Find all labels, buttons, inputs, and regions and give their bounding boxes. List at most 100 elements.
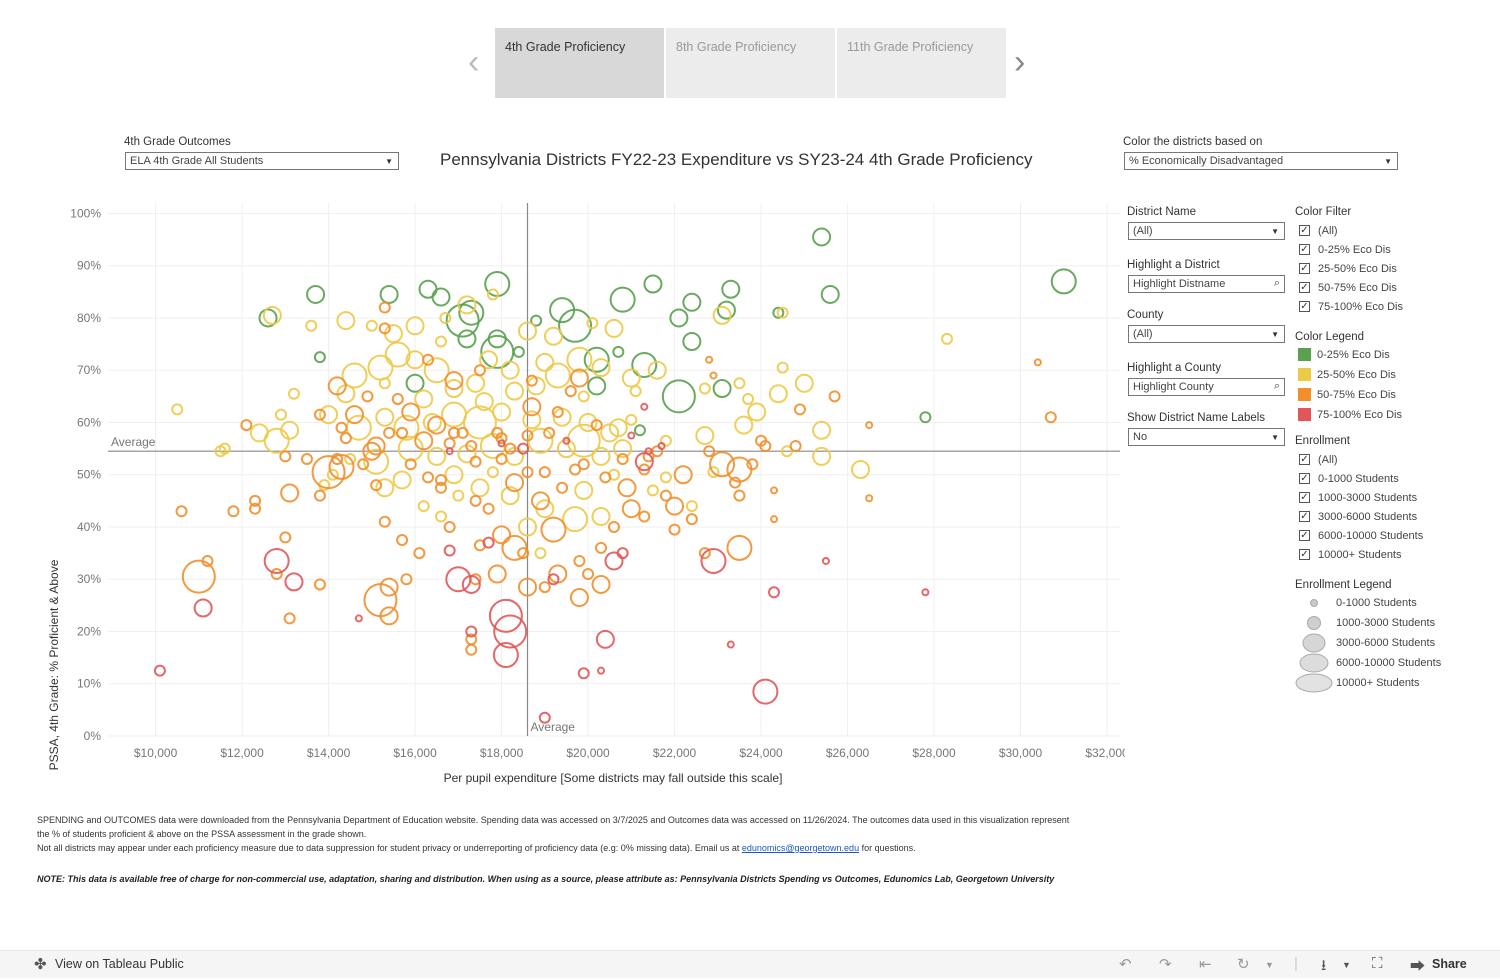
download-icon[interactable]: ⭳ [1321,957,1327,974]
scatter-point[interactable] [396,534,409,547]
scatter-point[interactable] [770,486,779,495]
scatter-point[interactable] [597,666,606,675]
scatter-point[interactable] [400,573,413,586]
scatter-point[interactable] [240,419,253,432]
scatter-point[interactable] [549,297,576,324]
scatter-point[interactable] [673,465,693,485]
scatter-point[interactable] [768,586,781,599]
scatter-point[interactable] [591,507,611,527]
scatter-point[interactable] [500,486,520,506]
scatter-point[interactable] [391,392,404,405]
scatter-point[interactable] [474,392,494,412]
scatter-point[interactable] [705,355,714,364]
scatter-point[interactable] [366,436,386,456]
enrollment-filter-item[interactable]: ✓ 10000+ Students [1299,548,1402,562]
scatter-point[interactable] [851,460,871,479]
scatter-point[interactable] [595,541,608,554]
scatter-point[interactable] [583,346,610,373]
scatter-point[interactable] [512,345,525,358]
scatter-point[interactable] [422,412,442,432]
scatter-point[interactable] [171,403,184,416]
scatter-point[interactable] [465,633,478,646]
scatter-point[interactable] [445,303,480,338]
scatter-point[interactable] [479,350,499,370]
scatter-point[interactable] [375,407,395,427]
scatter-point[interactable] [608,418,628,438]
scatter-point[interactable] [668,523,681,536]
scatter-point[interactable] [444,379,464,399]
scatter-point[interactable] [417,500,430,513]
scatter-point[interactable] [497,439,506,448]
scatter-point[interactable] [643,274,663,294]
scatter-point[interactable] [608,520,620,533]
scatter-point[interactable] [595,629,615,649]
scatter-point[interactable] [812,446,832,466]
scatter-point[interactable] [414,389,434,409]
scatter-point[interactable] [544,362,571,389]
scatter-point[interactable] [193,598,213,618]
scatter-point[interactable] [345,405,365,425]
scatter-point[interactable] [153,664,166,677]
scatter-point[interactable] [733,489,746,502]
scatter-point[interactable] [227,505,240,518]
scatter-point[interactable] [466,373,486,393]
scatter-point[interactable] [279,450,292,463]
scatter-point[interactable] [461,574,481,594]
scatter-chart[interactable]: Average Average 0% 10% 20% 30% 40% 50% 60% 70% 80… [0,195,1125,795]
scatter-point[interactable] [921,588,930,597]
scatter-point[interactable] [661,379,696,414]
scatter-point[interactable] [283,612,296,625]
scatter-point[interactable] [378,515,391,528]
enrollment-filter-item[interactable]: ✓ 0-1000 Students [1299,472,1399,486]
scatter-point[interactable] [505,381,525,401]
scatter-point[interactable] [465,439,478,452]
color-legend-item[interactable]: 25-50% Eco Dis [1298,367,1396,382]
enrollment-filter-item[interactable]: ✓ 6000-10000 Students [1299,529,1423,543]
scatter-point[interactable] [379,577,399,597]
scatter-point[interactable] [313,578,326,591]
scatter-point[interactable] [685,500,698,513]
scatter-point[interactable] [625,413,638,426]
chevron-left-icon[interactable]: ‹ [468,43,480,81]
tab-4th-grade[interactable]: 4th Grade Proficiency [495,28,664,98]
scatter-point[interactable] [587,376,607,396]
scatter-point[interactable] [551,406,564,419]
scatter-point[interactable] [538,581,551,594]
scatter-point[interactable] [405,316,425,336]
scatter-point[interactable] [328,453,355,480]
scatter-point[interactable] [525,374,538,387]
scatter-point[interactable] [492,642,519,669]
scatter-point[interactable] [629,385,642,398]
scatter-point[interactable] [280,483,300,503]
scatter-point[interactable] [768,384,788,404]
checkbox-checked-icon[interactable]: ✓ [1299,300,1310,312]
scatter-point[interactable] [812,227,832,247]
scatter-point[interactable] [535,352,555,372]
chevron-down-icon[interactable]: ▼ [1342,960,1351,970]
scatter-point[interactable] [363,448,390,475]
scatter-point[interactable] [617,478,637,498]
scatter-point[interactable] [456,426,469,439]
scatter-point[interactable] [370,479,383,492]
scatter-point[interactable] [486,466,499,479]
scatter-point[interactable] [591,358,611,378]
scatter-point[interactable] [357,458,370,471]
color-filter-item[interactable]: ✓ 25-50% Eco Dis [1299,262,1397,276]
scatter-point[interactable] [457,329,477,349]
scatter-point[interactable] [313,408,326,421]
checkbox-checked-icon[interactable]: ✓ [1299,548,1310,560]
checkbox-checked-icon[interactable]: ✓ [1299,262,1310,274]
scatter-point[interactable] [638,510,651,523]
scatter-point[interactable] [657,441,666,450]
checkbox-checked-icon[interactable]: ✓ [1299,510,1310,522]
outcomes-dropdown[interactable]: ELA 4th Grade All Students ▼ [125,152,399,170]
scatter-point[interactable] [812,420,832,440]
scatter-point[interactable] [274,408,287,421]
scatter-point[interactable] [633,424,646,437]
scatter-point[interactable] [577,458,590,471]
scatter-point[interactable] [492,525,512,545]
scatter-point[interactable] [752,678,779,705]
scatter-point[interactable] [505,473,525,493]
checkbox-checked-icon[interactable]: ✓ [1299,472,1310,484]
scatter-point[interactable] [721,279,741,299]
